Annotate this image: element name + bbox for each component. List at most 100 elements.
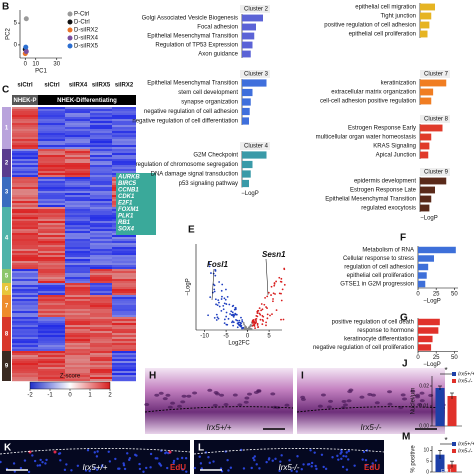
volcano-dot bbox=[279, 280, 282, 283]
volcano-dot bbox=[231, 321, 233, 324]
term-label: Cellular response to stress bbox=[343, 256, 414, 262]
heatmap-cell bbox=[38, 211, 65, 214]
heatmap-cell bbox=[90, 209, 112, 212]
heatmap-cell bbox=[38, 157, 65, 160]
heatmap-cell bbox=[112, 357, 136, 360]
nucleus bbox=[320, 393, 326, 397]
bar bbox=[242, 160, 253, 169]
cluster-strip bbox=[2, 269, 11, 283]
heatmap-cell bbox=[65, 187, 90, 190]
term-label: epithelial cell proliferation bbox=[349, 32, 416, 38]
heatmap-cell bbox=[65, 159, 90, 162]
dapi-nucleus bbox=[361, 458, 364, 461]
heatmap-cell bbox=[90, 363, 112, 366]
heatmap-cell bbox=[65, 133, 90, 136]
heatmap-cell bbox=[112, 159, 136, 162]
nucleus bbox=[180, 400, 186, 404]
y-axis-label: −LogP bbox=[186, 278, 192, 296]
panel-label: G bbox=[400, 313, 408, 324]
heatmap-cell bbox=[12, 167, 38, 170]
heatmap-cell bbox=[12, 269, 38, 272]
heatmap-cell bbox=[65, 245, 90, 248]
heatmap-cell bbox=[38, 139, 65, 142]
legend-swatch bbox=[67, 35, 73, 41]
volcano-dot bbox=[226, 295, 229, 298]
scale-title: Z-score bbox=[60, 374, 81, 380]
dapi-nucleus bbox=[250, 466, 253, 470]
heatmap-cell bbox=[65, 135, 90, 138]
heatmap-cell bbox=[112, 123, 136, 126]
heatmap-cell bbox=[12, 253, 38, 256]
nucleus bbox=[207, 388, 213, 392]
heatmap-cell bbox=[12, 203, 38, 206]
heatmap-cell bbox=[12, 353, 38, 356]
column-label: siIRX4 bbox=[69, 83, 88, 89]
gene-label: FOXM1 bbox=[118, 207, 139, 213]
volcano-dot bbox=[216, 316, 219, 319]
x-tick-label: 0 bbox=[24, 62, 28, 68]
volcano-dot bbox=[254, 318, 257, 321]
dapi-nucleus bbox=[59, 459, 62, 462]
volcano-dot bbox=[247, 328, 250, 331]
heatmap-cell bbox=[65, 129, 90, 132]
edu-nucleus bbox=[168, 450, 172, 454]
heatmap-cell bbox=[38, 163, 65, 166]
y-tick-label: 10 bbox=[423, 448, 429, 454]
heatmap-cell bbox=[38, 365, 65, 368]
heatmap-cell bbox=[65, 115, 90, 118]
heatmap-cell bbox=[12, 153, 38, 156]
heatmap-cell bbox=[12, 149, 38, 152]
cluster-number: 8 bbox=[5, 332, 9, 338]
heatmap-cell bbox=[90, 113, 112, 116]
heatmap-cell bbox=[65, 169, 90, 172]
heatmap-cell bbox=[65, 163, 90, 166]
nucleus bbox=[419, 399, 425, 403]
heatmap-cell bbox=[38, 115, 65, 118]
term-label: Tight junction bbox=[381, 14, 416, 20]
heatmap-cell bbox=[12, 193, 38, 196]
heatmap-cell bbox=[90, 187, 112, 190]
heatmap-cell bbox=[38, 261, 65, 264]
heatmap-cell bbox=[65, 121, 90, 124]
dapi-nucleus bbox=[280, 454, 283, 457]
bar bbox=[420, 79, 447, 87]
dapi-nucleus bbox=[117, 467, 120, 470]
heatmap-cell bbox=[90, 185, 112, 188]
volcano-dot bbox=[252, 322, 254, 324]
heatmap-cell bbox=[38, 259, 65, 262]
y-tick-label: 5 bbox=[426, 458, 429, 464]
heatmap-cell bbox=[65, 183, 90, 186]
cluster-number: 1 bbox=[5, 126, 9, 132]
dapi-nucleus bbox=[19, 466, 23, 470]
cluster-number: 2 bbox=[5, 161, 9, 167]
dapi-nucleus bbox=[108, 460, 112, 463]
heatmap-cell bbox=[90, 355, 112, 358]
heatmap-cell bbox=[12, 201, 38, 204]
pca-point bbox=[23, 16, 29, 22]
heatmap-cell bbox=[90, 239, 112, 242]
heatmap-cell bbox=[65, 339, 90, 342]
volcano-dot bbox=[209, 296, 212, 299]
dapi-nucleus bbox=[364, 458, 368, 462]
legend-swatch bbox=[67, 43, 73, 49]
dapi-nucleus bbox=[185, 470, 188, 473]
heatmap-cell bbox=[12, 129, 38, 132]
heatmap-cell bbox=[112, 127, 136, 130]
volcano-dot bbox=[222, 308, 225, 311]
dapi-nucleus bbox=[242, 467, 246, 470]
term-label: positive regulation of cell adhesion bbox=[324, 23, 416, 29]
heatmap-cell bbox=[90, 147, 112, 150]
cluster-strip bbox=[2, 317, 11, 351]
dapi-nucleus bbox=[36, 464, 39, 467]
x-tick-label: -10 bbox=[200, 334, 209, 340]
volcano-dot bbox=[225, 323, 228, 326]
scale-tick-label: 1 bbox=[88, 393, 92, 399]
heatmap-cell bbox=[112, 345, 136, 348]
heatmap-cell bbox=[90, 287, 112, 290]
heatmap-cell bbox=[112, 341, 136, 344]
heatmap-cell bbox=[90, 313, 112, 316]
legend-swatch bbox=[67, 19, 73, 25]
heatmap-cell bbox=[65, 151, 90, 154]
heatmap-cell bbox=[112, 119, 136, 122]
volcano-dot bbox=[225, 311, 228, 314]
